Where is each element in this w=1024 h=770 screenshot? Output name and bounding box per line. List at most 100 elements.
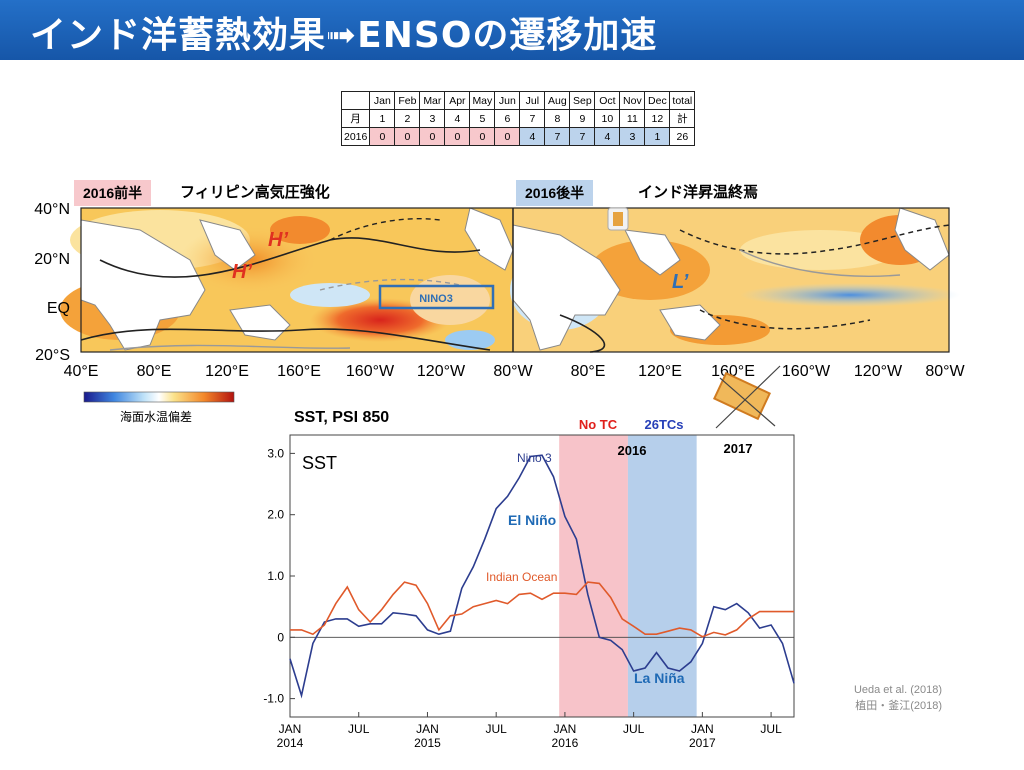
table-cell: Mar xyxy=(419,91,446,110)
table-cell: Jan xyxy=(369,91,396,110)
table-cell: 0 xyxy=(469,127,496,146)
low-pressure-label: L’ xyxy=(672,271,689,293)
table-cell: 7 xyxy=(544,127,571,146)
x-tick-label: JUL xyxy=(760,722,782,736)
lat-label: 20°N xyxy=(34,251,70,268)
tc-count-label: 26TCs xyxy=(644,417,683,432)
first-half-caption: フィリピン高気圧強化 xyxy=(180,183,330,201)
map-2016-first-half: NINO3 H’ H’ xyxy=(60,207,514,352)
table-cell: 9 xyxy=(569,109,596,128)
table-row: 月 1 2 3 4 5 6 7 8 9 10 11 12 計 xyxy=(340,109,696,128)
lon-label: 40°E xyxy=(64,363,99,380)
table-cell: 8 xyxy=(544,109,571,128)
year-label: 2016 xyxy=(618,443,647,458)
table-cell: Apr xyxy=(444,91,471,110)
citation-line: 植田・釜江(2018) xyxy=(855,700,942,712)
x-tick-label: JUL xyxy=(486,722,508,736)
table-cell: total xyxy=(669,91,696,110)
table-cell: 計 xyxy=(669,109,696,128)
table-cell: 7 xyxy=(569,127,596,146)
y-tick-label: 3.0 xyxy=(267,446,284,460)
table-cell: 0 xyxy=(394,127,421,146)
table-cell: 4 xyxy=(519,127,546,146)
table-cell: 6 xyxy=(494,109,521,128)
title-bar: インド洋蓄熱効果➟ENSOの遷移加速 xyxy=(0,0,1024,60)
series-line xyxy=(290,581,794,638)
table-cell: 0 xyxy=(419,127,446,146)
table-cell: 4 xyxy=(594,127,621,146)
lat-label: EQ xyxy=(47,300,70,317)
panel-label: SST xyxy=(302,453,337,473)
table-cell: 12 xyxy=(644,109,671,128)
table-cell: 0 xyxy=(369,127,396,146)
crossed-out-stamp-icon xyxy=(713,365,781,429)
y-tick-label: 0 xyxy=(277,630,284,644)
page-title: インド洋蓄熱効果➟ENSOの遷移加速 xyxy=(30,15,658,56)
high-pressure-label: H’ xyxy=(268,229,288,251)
nino3-box xyxy=(378,284,495,310)
x-tick-label: JAN xyxy=(279,722,302,736)
no-tc-label: No TC xyxy=(579,417,618,432)
x-tick-label: JAN xyxy=(554,722,577,736)
second-half-label-box: 2016後半 xyxy=(516,180,594,206)
table-cell: Aug xyxy=(544,91,571,110)
lon-label: 120°E xyxy=(638,363,682,380)
high-pressure-label: H’ xyxy=(232,261,252,283)
table-cell: Nov xyxy=(619,91,646,110)
x-tick-label: JAN xyxy=(691,722,714,736)
table-row: 2016 0 0 0 0 0 0 4 7 7 4 3 1 26 xyxy=(340,127,696,146)
table-cell: 2 xyxy=(394,109,421,128)
x-tick-year-label: 2016 xyxy=(552,736,579,750)
table-cell: Dec xyxy=(644,91,671,110)
table-cell: 1 xyxy=(369,109,396,128)
table-cell: 11 xyxy=(619,109,646,128)
x-tick-label: JUL xyxy=(623,722,645,736)
table-cell: 3 xyxy=(619,127,646,146)
lat-label: 40°N xyxy=(34,201,70,218)
x-tick-label: JAN xyxy=(416,722,439,736)
table-cell: Feb xyxy=(394,91,421,110)
x-tick-year-label: 2015 xyxy=(414,736,441,750)
lon-label: 160°W xyxy=(782,363,831,380)
lon-label: 120°W xyxy=(417,363,466,380)
table-cell: Jul xyxy=(519,91,546,110)
table-cell: 2016 xyxy=(340,127,371,146)
clipboard-icon xyxy=(607,207,629,231)
series-label-nino3: Nino 3 xyxy=(517,451,552,465)
y-tick-label: 1.0 xyxy=(267,569,284,583)
map-2016-second-half: L’ xyxy=(510,207,960,353)
second-half-caption: インド洋昇温終焉 xyxy=(638,183,759,201)
table-cell: 1 xyxy=(644,127,671,146)
citation-line: Ueda et al. (2018) xyxy=(853,684,942,696)
la-nina-label: La Niña xyxy=(634,670,685,686)
year-label: 2017 xyxy=(724,441,753,456)
citation: Ueda et al. (2018) 植田・釜江(2018) xyxy=(822,682,942,714)
table-cell xyxy=(340,91,371,110)
chart-title: SST, PSI 850 xyxy=(294,409,389,426)
lon-label: 80°W xyxy=(493,363,533,380)
shaded-period xyxy=(559,435,628,717)
lon-label: 160°E xyxy=(277,363,321,380)
table-cell: 5 xyxy=(469,109,496,128)
x-tick-year-label: 2014 xyxy=(277,736,304,750)
lon-label: 80°E xyxy=(137,363,172,380)
table-cell: 0 xyxy=(444,127,471,146)
table-cell: Jun xyxy=(494,91,521,110)
y-tick-label: -1.0 xyxy=(263,692,284,706)
sst-anomaly-maps: NINO3 H’ H’ L’ 40°N 20°N EQ 20°S 40°E 80… xyxy=(34,201,966,429)
table-cell: 0 xyxy=(494,127,521,146)
x-tick-label: JUL xyxy=(348,722,370,736)
table-cell: 26 xyxy=(669,127,696,146)
series-line xyxy=(289,454,795,699)
table-cell: 4 xyxy=(444,109,471,128)
tc-count-table: Jan Feb Mar Apr May Jun Jul Aug Sep Oct … xyxy=(340,91,696,146)
first-half-label-box: 2016前半 xyxy=(74,180,152,206)
nino3-label: NINO3 xyxy=(419,293,453,305)
table-cell: Oct xyxy=(594,91,621,110)
table-cell: 3 xyxy=(419,109,446,128)
colorbar xyxy=(83,391,235,403)
y-tick-label: 2.0 xyxy=(267,508,284,522)
lon-label: 120°E xyxy=(205,363,249,380)
table-cell: May xyxy=(469,91,496,110)
